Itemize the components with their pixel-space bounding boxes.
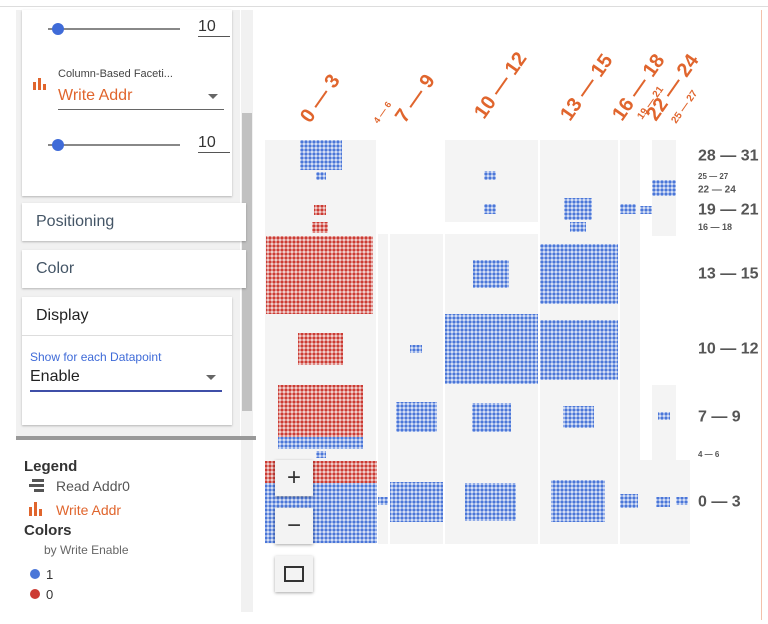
datapoint-block bbox=[278, 437, 363, 449]
display-select-value: Enable bbox=[30, 368, 80, 385]
datapoint-block bbox=[300, 140, 342, 170]
legend-item: 0 bbox=[30, 586, 53, 604]
datapoint-block bbox=[396, 402, 437, 432]
legend-row: Read Addr0 bbox=[56, 478, 130, 494]
datapoint-block bbox=[620, 494, 638, 508]
datapoint-block bbox=[564, 198, 592, 220]
section-header[interactable]: Color bbox=[22, 250, 246, 288]
datapoint-block bbox=[620, 204, 636, 214]
slider-knob[interactable] bbox=[52, 139, 64, 151]
row-label: 16 — 18 bbox=[698, 222, 732, 232]
display-card: Display Show for each Datapoint Enable bbox=[22, 297, 232, 425]
section-header[interactable]: Display bbox=[22, 297, 232, 336]
datapoint-block bbox=[378, 497, 388, 505]
facet-select-value: Write Addr bbox=[58, 87, 133, 104]
column-label: 4 — 6 bbox=[371, 100, 393, 125]
datapoint-block bbox=[540, 320, 618, 380]
datapoint-block bbox=[472, 403, 511, 432]
datapoint-block bbox=[658, 412, 670, 420]
row-label: 22 — 24 bbox=[698, 185, 736, 196]
column-label: 7 — 9 bbox=[391, 71, 440, 127]
slider-knob[interactable] bbox=[52, 23, 64, 35]
legend-dot bbox=[30, 569, 40, 579]
datapoint-block bbox=[390, 482, 443, 522]
zoom-out[interactable]: − bbox=[275, 508, 313, 544]
display-select[interactable]: Enable bbox=[30, 368, 222, 392]
legend-item: 1 bbox=[30, 566, 53, 584]
edge-line bbox=[761, 10, 762, 620]
row-icon bbox=[29, 479, 44, 492]
legend-column: Write Addr bbox=[56, 502, 122, 518]
slider-value[interactable]: 10 bbox=[198, 18, 230, 37]
cell bbox=[620, 140, 640, 544]
datapoint-block bbox=[445, 314, 538, 384]
section-header[interactable]: Positioning bbox=[22, 203, 246, 241]
datapoint-block bbox=[314, 205, 326, 215]
facet-card: 10 Column-Based Faceti... Write Addr 10 bbox=[22, 10, 232, 196]
datapoint-block bbox=[640, 206, 652, 214]
column-label: 0 — 3 bbox=[296, 71, 345, 127]
row-label: 4 — 6 bbox=[698, 450, 720, 459]
row-label: 10 — 12 bbox=[698, 341, 759, 358]
datapoint-block bbox=[563, 406, 594, 428]
slider[interactable] bbox=[48, 144, 180, 146]
scrollbar bbox=[241, 440, 253, 612]
legend-dot bbox=[30, 589, 40, 599]
row-label: 19 — 21 bbox=[698, 202, 759, 219]
legend-panel: Legend Read Addr0 Write Addr Colors by W… bbox=[16, 440, 240, 612]
row-label: 7 — 9 bbox=[698, 409, 741, 426]
cell bbox=[378, 234, 388, 544]
datapoint-block bbox=[473, 260, 509, 288]
row-label: 13 — 15 bbox=[698, 266, 759, 283]
fit-button[interactable] bbox=[275, 556, 313, 592]
column-icon bbox=[29, 502, 42, 516]
legend-title: Legend bbox=[24, 458, 78, 475]
datapoint-block bbox=[676, 497, 688, 505]
facet-label: Column-Based Faceti... bbox=[58, 68, 173, 80]
datapoint-block bbox=[484, 204, 496, 214]
slider[interactable] bbox=[48, 28, 180, 30]
colors-by: by Write Enable bbox=[44, 543, 129, 557]
row-label: 28 — 31 bbox=[698, 148, 759, 165]
legend-label: 0 bbox=[46, 587, 54, 602]
divider bbox=[16, 436, 256, 440]
datapoint-block bbox=[312, 222, 328, 233]
scroll-thumb[interactable] bbox=[242, 113, 252, 411]
datapoint-block bbox=[656, 497, 670, 507]
slider-value[interactable]: 10 bbox=[198, 134, 230, 153]
column-label: 10 — 12 bbox=[470, 48, 531, 123]
zoom-in[interactable]: + bbox=[275, 460, 313, 496]
datapoint-block bbox=[540, 244, 618, 304]
display-label: Show for each Datapoint bbox=[30, 350, 162, 364]
datapoint-block bbox=[652, 180, 676, 196]
datapoint-block bbox=[316, 451, 326, 458]
datapoint-block bbox=[484, 171, 496, 180]
datapoint-block bbox=[551, 480, 605, 522]
column-icon bbox=[33, 78, 46, 90]
column-label: 13 — 15 bbox=[556, 50, 617, 125]
top-bar bbox=[0, 0, 768, 7]
colors-title: Colors bbox=[24, 522, 72, 539]
row-label: 25 — 27 bbox=[698, 172, 729, 181]
legend-label: 1 bbox=[46, 567, 54, 582]
datapoint-block bbox=[266, 236, 373, 314]
datapoint-block bbox=[570, 222, 586, 232]
datapoint-block bbox=[278, 385, 363, 437]
datapoint-block bbox=[410, 345, 422, 353]
datapoint-block bbox=[316, 172, 326, 180]
datapoint-block bbox=[465, 483, 516, 521]
fit-icon bbox=[284, 566, 304, 582]
row-label: 0 — 3 bbox=[698, 494, 741, 511]
datapoint-block bbox=[298, 333, 343, 365]
facet-select[interactable]: Write Addr bbox=[58, 87, 224, 110]
